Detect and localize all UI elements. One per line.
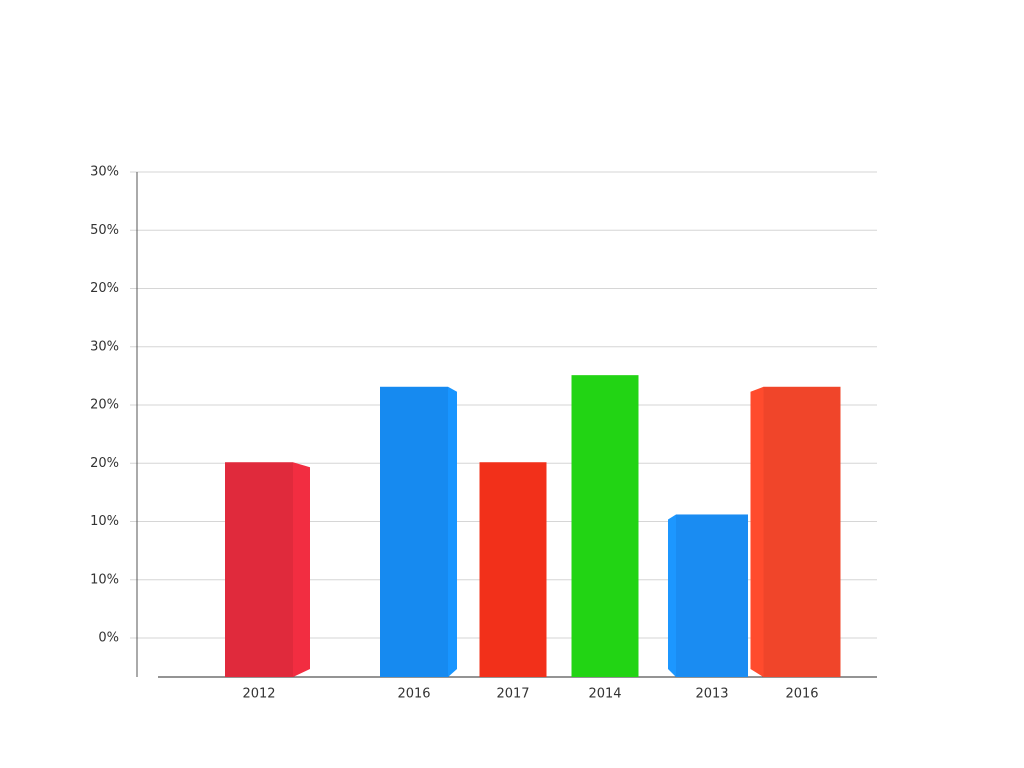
y-axis-label: 10%: [90, 572, 119, 587]
y-axis-label: 0%: [98, 631, 119, 646]
y-axis-label: 50%: [90, 223, 119, 238]
x-tick-label: 2014: [588, 687, 621, 702]
x-tick-label: 2017: [496, 687, 529, 702]
x-tick-label: 2016: [785, 687, 818, 702]
bar-side: [448, 386, 457, 677]
bar: [571, 375, 639, 677]
bar-side: [750, 386, 764, 677]
y-axis-label: 10%: [90, 514, 119, 529]
y-axis-label: 20%: [90, 281, 119, 296]
bar-side: [293, 462, 310, 677]
y-axis-label: 30%: [90, 165, 119, 180]
y-axis-label: 20%: [90, 456, 119, 471]
bar: [479, 462, 547, 677]
x-tick-label: 2012: [242, 687, 275, 702]
bar: [380, 386, 448, 677]
bar-side: [668, 514, 676, 677]
y-axis-label: 20%: [90, 398, 119, 413]
bar: [676, 514, 748, 677]
y-axis-label: 30%: [90, 339, 119, 354]
x-tick-label: 2016: [397, 687, 430, 702]
x-tick-label: 2013: [695, 687, 728, 702]
bar: [225, 462, 293, 677]
bar: [763, 386, 841, 677]
